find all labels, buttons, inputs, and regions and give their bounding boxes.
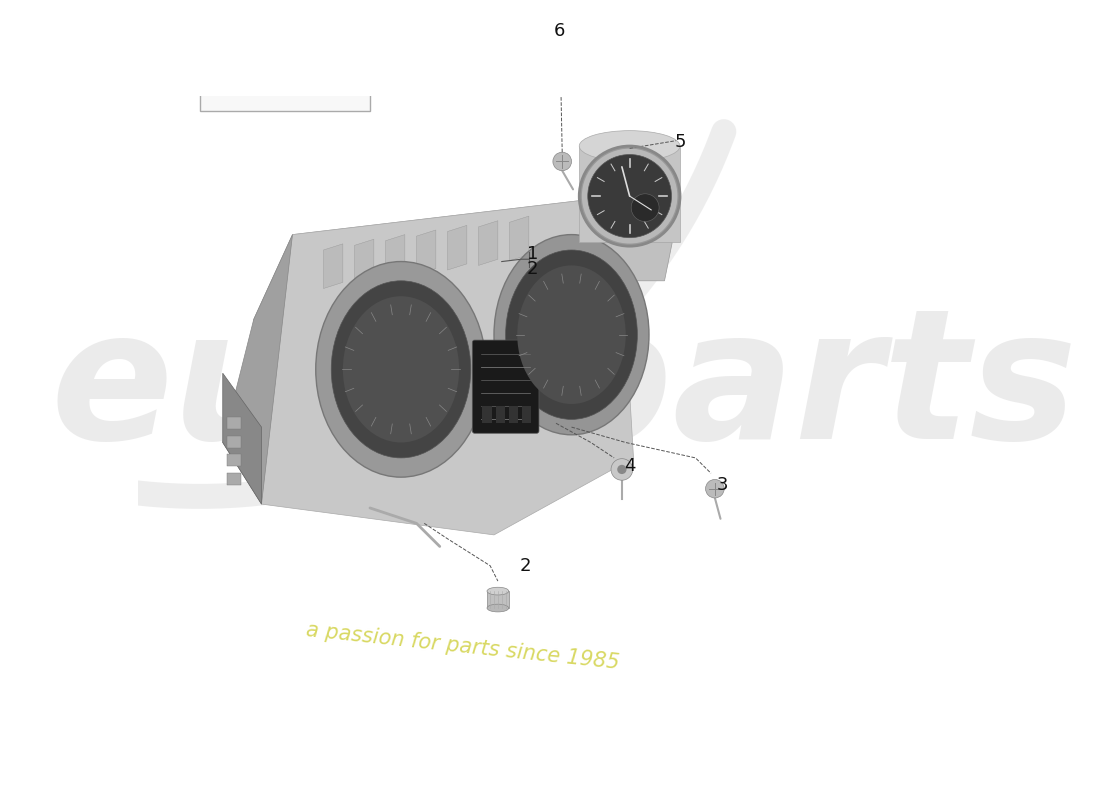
Text: a passion for parts since 1985: a passion for parts since 1985: [306, 620, 620, 673]
Bar: [487, 591, 508, 608]
Polygon shape: [206, 41, 364, 70]
Text: 2: 2: [519, 557, 530, 574]
Bar: [508, 406, 518, 423]
Circle shape: [581, 147, 679, 245]
Polygon shape: [227, 8, 359, 43]
Polygon shape: [587, 242, 672, 281]
Bar: [483, 406, 492, 423]
Text: 2: 2: [527, 260, 539, 278]
Text: 3: 3: [717, 476, 728, 494]
Polygon shape: [254, 196, 634, 535]
Polygon shape: [229, 12, 273, 41]
Circle shape: [222, 58, 246, 81]
Polygon shape: [354, 239, 374, 284]
Ellipse shape: [506, 250, 637, 419]
Bar: [227, 454, 241, 466]
Circle shape: [553, 152, 572, 170]
FancyBboxPatch shape: [472, 340, 539, 434]
Circle shape: [610, 458, 632, 480]
Circle shape: [323, 58, 346, 81]
Bar: [495, 406, 505, 423]
Ellipse shape: [494, 234, 649, 435]
Circle shape: [315, 50, 355, 90]
Circle shape: [631, 194, 659, 222]
Text: 1: 1: [527, 245, 538, 263]
Polygon shape: [417, 230, 436, 274]
Text: 4: 4: [624, 457, 636, 474]
Ellipse shape: [331, 281, 471, 458]
Bar: [199, 0, 370, 111]
Circle shape: [214, 50, 254, 90]
Bar: [521, 406, 531, 423]
Polygon shape: [222, 373, 262, 504]
Ellipse shape: [517, 266, 626, 404]
Ellipse shape: [316, 262, 486, 477]
Bar: [227, 473, 241, 485]
Text: eurOparts: eurOparts: [51, 301, 1077, 477]
Polygon shape: [580, 146, 680, 242]
Polygon shape: [478, 221, 498, 266]
Text: 5: 5: [674, 134, 685, 151]
Polygon shape: [293, 196, 634, 296]
Circle shape: [617, 465, 627, 474]
Bar: [227, 435, 241, 448]
Polygon shape: [308, 10, 333, 38]
Polygon shape: [323, 244, 343, 289]
Polygon shape: [448, 226, 466, 270]
Polygon shape: [385, 234, 405, 279]
Ellipse shape: [487, 587, 508, 595]
Ellipse shape: [580, 130, 680, 162]
Polygon shape: [509, 216, 529, 261]
Ellipse shape: [343, 296, 459, 442]
Polygon shape: [222, 234, 293, 504]
Ellipse shape: [487, 604, 508, 612]
Circle shape: [705, 479, 724, 498]
Circle shape: [587, 154, 671, 238]
Bar: [227, 417, 241, 430]
Text: 6: 6: [554, 22, 565, 39]
